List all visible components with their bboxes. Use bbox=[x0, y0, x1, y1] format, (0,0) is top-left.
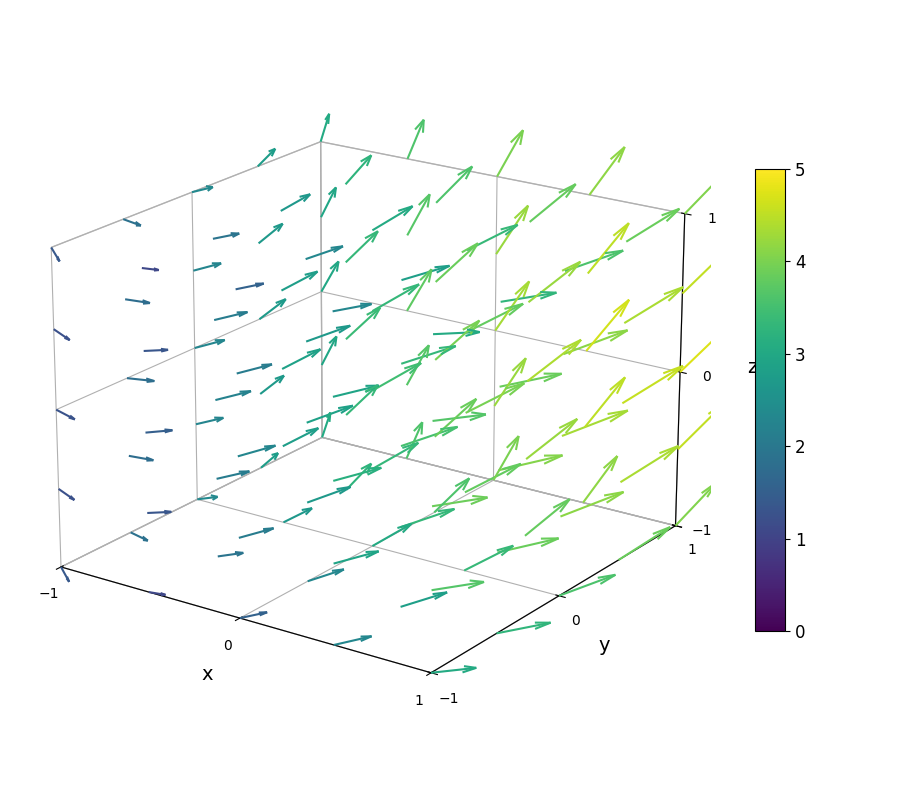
Y-axis label: y: y bbox=[598, 636, 610, 655]
X-axis label: x: x bbox=[202, 665, 213, 684]
